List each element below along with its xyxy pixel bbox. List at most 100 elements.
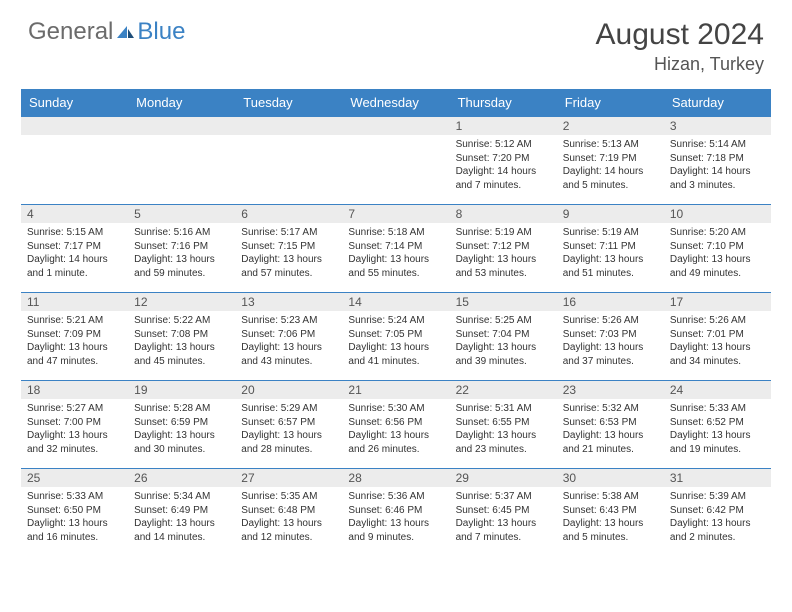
- sunrise-text: Sunrise: 5:23 AM: [241, 314, 336, 328]
- sunset-text: Sunset: 7:15 PM: [241, 240, 336, 254]
- day-body: Sunrise: 5:32 AMSunset: 6:53 PMDaylight:…: [557, 399, 664, 459]
- day-body: Sunrise: 5:25 AMSunset: 7:04 PMDaylight:…: [450, 311, 557, 371]
- day-cell: 27Sunrise: 5:35 AMSunset: 6:48 PMDayligh…: [235, 469, 342, 557]
- logo-text-blue: Blue: [137, 18, 185, 46]
- sunset-text: Sunset: 7:14 PM: [348, 240, 443, 254]
- daylight-text: Daylight: 13 hours and 2 minutes.: [670, 517, 765, 544]
- day-body: Sunrise: 5:21 AMSunset: 7:09 PMDaylight:…: [21, 311, 128, 371]
- logo-text-general: General: [28, 18, 113, 46]
- dow-saturday: Saturday: [664, 89, 771, 117]
- sunset-text: Sunset: 7:16 PM: [134, 240, 229, 254]
- sunset-text: Sunset: 7:11 PM: [563, 240, 658, 254]
- day-cell: 14Sunrise: 5:24 AMSunset: 7:05 PMDayligh…: [342, 293, 449, 381]
- day-number: 31: [664, 469, 771, 487]
- daylight-text: Daylight: 13 hours and 7 minutes.: [456, 517, 551, 544]
- daylight-text: Daylight: 14 hours and 3 minutes.: [670, 165, 765, 192]
- day-cell: 7Sunrise: 5:18 AMSunset: 7:14 PMDaylight…: [342, 205, 449, 293]
- daylight-text: Daylight: 13 hours and 16 minutes.: [27, 517, 122, 544]
- daylight-text: Daylight: 13 hours and 9 minutes.: [348, 517, 443, 544]
- day-body: Sunrise: 5:24 AMSunset: 7:05 PMDaylight:…: [342, 311, 449, 371]
- day-cell: 26Sunrise: 5:34 AMSunset: 6:49 PMDayligh…: [128, 469, 235, 557]
- daylight-text: Daylight: 13 hours and 59 minutes.: [134, 253, 229, 280]
- daylight-text: Daylight: 13 hours and 14 minutes.: [134, 517, 229, 544]
- daylight-text: Daylight: 13 hours and 55 minutes.: [348, 253, 443, 280]
- dow-monday: Monday: [128, 89, 235, 117]
- daylight-text: Daylight: 13 hours and 26 minutes.: [348, 429, 443, 456]
- day-cell: 16Sunrise: 5:26 AMSunset: 7:03 PMDayligh…: [557, 293, 664, 381]
- day-number: 29: [450, 469, 557, 487]
- day-number: 13: [235, 293, 342, 311]
- week-row: 1Sunrise: 5:12 AMSunset: 7:20 PMDaylight…: [21, 117, 771, 205]
- day-cell: [128, 117, 235, 205]
- sunrise-text: Sunrise: 5:21 AM: [27, 314, 122, 328]
- daylight-text: Daylight: 13 hours and 30 minutes.: [134, 429, 229, 456]
- day-body: Sunrise: 5:36 AMSunset: 6:46 PMDaylight:…: [342, 487, 449, 547]
- day-number: 7: [342, 205, 449, 223]
- sunset-text: Sunset: 6:42 PM: [670, 504, 765, 518]
- day-body: Sunrise: 5:34 AMSunset: 6:49 PMDaylight:…: [128, 487, 235, 547]
- logo: General Blue: [28, 18, 185, 46]
- day-body: Sunrise: 5:30 AMSunset: 6:56 PMDaylight:…: [342, 399, 449, 459]
- day-body: Sunrise: 5:39 AMSunset: 6:42 PMDaylight:…: [664, 487, 771, 547]
- daylight-text: Daylight: 13 hours and 34 minutes.: [670, 341, 765, 368]
- day-cell: [235, 117, 342, 205]
- day-cell: 12Sunrise: 5:22 AMSunset: 7:08 PMDayligh…: [128, 293, 235, 381]
- daylight-text: Daylight: 13 hours and 45 minutes.: [134, 341, 229, 368]
- sunset-text: Sunset: 7:06 PM: [241, 328, 336, 342]
- sunrise-text: Sunrise: 5:36 AM: [348, 490, 443, 504]
- day-number: [235, 117, 342, 135]
- day-number: 23: [557, 381, 664, 399]
- week-row: 25Sunrise: 5:33 AMSunset: 6:50 PMDayligh…: [21, 469, 771, 557]
- daylight-text: Daylight: 14 hours and 1 minute.: [27, 253, 122, 280]
- day-number: [21, 117, 128, 135]
- day-number: 10: [664, 205, 771, 223]
- day-body: Sunrise: 5:26 AMSunset: 7:01 PMDaylight:…: [664, 311, 771, 371]
- day-number: 21: [342, 381, 449, 399]
- month-title: August 2024: [596, 18, 764, 52]
- day-number: 19: [128, 381, 235, 399]
- day-cell: 10Sunrise: 5:20 AMSunset: 7:10 PMDayligh…: [664, 205, 771, 293]
- sunset-text: Sunset: 7:17 PM: [27, 240, 122, 254]
- day-cell: 4Sunrise: 5:15 AMSunset: 7:17 PMDaylight…: [21, 205, 128, 293]
- day-cell: 29Sunrise: 5:37 AMSunset: 6:45 PMDayligh…: [450, 469, 557, 557]
- sunrise-text: Sunrise: 5:25 AM: [456, 314, 551, 328]
- day-body: Sunrise: 5:12 AMSunset: 7:20 PMDaylight:…: [450, 135, 557, 195]
- sunset-text: Sunset: 7:19 PM: [563, 152, 658, 166]
- daylight-text: Daylight: 13 hours and 19 minutes.: [670, 429, 765, 456]
- day-cell: 11Sunrise: 5:21 AMSunset: 7:09 PMDayligh…: [21, 293, 128, 381]
- sunset-text: Sunset: 6:57 PM: [241, 416, 336, 430]
- sunset-text: Sunset: 7:05 PM: [348, 328, 443, 342]
- day-number: 25: [21, 469, 128, 487]
- day-number: 27: [235, 469, 342, 487]
- day-number: 5: [128, 205, 235, 223]
- daylight-text: Daylight: 13 hours and 37 minutes.: [563, 341, 658, 368]
- sunrise-text: Sunrise: 5:29 AM: [241, 402, 336, 416]
- day-body: Sunrise: 5:13 AMSunset: 7:19 PMDaylight:…: [557, 135, 664, 195]
- day-number: 30: [557, 469, 664, 487]
- day-body: Sunrise: 5:14 AMSunset: 7:18 PMDaylight:…: [664, 135, 771, 195]
- day-cell: [21, 117, 128, 205]
- day-body: Sunrise: 5:35 AMSunset: 6:48 PMDaylight:…: [235, 487, 342, 547]
- day-number: 6: [235, 205, 342, 223]
- sunrise-text: Sunrise: 5:26 AM: [670, 314, 765, 328]
- sunset-text: Sunset: 6:48 PM: [241, 504, 336, 518]
- sunset-text: Sunset: 6:53 PM: [563, 416, 658, 430]
- daylight-text: Daylight: 13 hours and 21 minutes.: [563, 429, 658, 456]
- sunrise-text: Sunrise: 5:31 AM: [456, 402, 551, 416]
- day-body: Sunrise: 5:19 AMSunset: 7:12 PMDaylight:…: [450, 223, 557, 283]
- sunrise-text: Sunrise: 5:33 AM: [27, 490, 122, 504]
- sunrise-text: Sunrise: 5:26 AM: [563, 314, 658, 328]
- daylight-text: Daylight: 13 hours and 47 minutes.: [27, 341, 122, 368]
- day-cell: [342, 117, 449, 205]
- daylight-text: Daylight: 13 hours and 28 minutes.: [241, 429, 336, 456]
- daylight-text: Daylight: 13 hours and 12 minutes.: [241, 517, 336, 544]
- sunset-text: Sunset: 7:09 PM: [27, 328, 122, 342]
- day-number: [128, 117, 235, 135]
- sunset-text: Sunset: 7:18 PM: [670, 152, 765, 166]
- sunrise-text: Sunrise: 5:34 AM: [134, 490, 229, 504]
- day-body: Sunrise: 5:18 AMSunset: 7:14 PMDaylight:…: [342, 223, 449, 283]
- sail-icon: [115, 24, 135, 40]
- day-number: 22: [450, 381, 557, 399]
- day-number: [342, 117, 449, 135]
- daylight-text: Daylight: 13 hours and 51 minutes.: [563, 253, 658, 280]
